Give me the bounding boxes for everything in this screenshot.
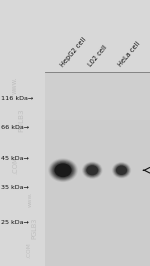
Text: L02 cell: L02 cell — [88, 44, 109, 68]
Text: .COM: .COM — [12, 156, 18, 174]
Bar — [45, 72, 150, 266]
Text: HepG2 cell: HepG2 cell — [59, 36, 87, 68]
Text: www.: www. — [12, 76, 18, 94]
Ellipse shape — [52, 162, 74, 179]
Text: 25 kDa→: 25 kDa→ — [1, 220, 29, 225]
Ellipse shape — [53, 163, 73, 178]
Ellipse shape — [83, 163, 101, 178]
Ellipse shape — [49, 159, 77, 181]
Text: PGLB3: PGLB3 — [18, 108, 24, 131]
Ellipse shape — [85, 165, 99, 176]
Ellipse shape — [48, 158, 78, 182]
Text: 45 kDa→: 45 kDa→ — [1, 156, 29, 161]
Text: www.: www. — [27, 192, 33, 207]
Ellipse shape — [86, 165, 98, 175]
Ellipse shape — [85, 164, 100, 177]
Ellipse shape — [113, 163, 130, 177]
Text: 116 kDa→: 116 kDa→ — [1, 96, 33, 101]
Ellipse shape — [112, 162, 131, 178]
Ellipse shape — [115, 164, 129, 176]
Text: PGLB3: PGLB3 — [32, 218, 38, 239]
Ellipse shape — [116, 165, 127, 175]
Ellipse shape — [51, 161, 75, 180]
Ellipse shape — [114, 164, 129, 177]
Text: HeLa cell: HeLa cell — [117, 41, 141, 68]
Text: .COM: .COM — [26, 242, 31, 258]
Ellipse shape — [54, 163, 72, 177]
Ellipse shape — [82, 161, 103, 179]
Ellipse shape — [84, 163, 100, 177]
Text: 35 kDa→: 35 kDa→ — [1, 185, 29, 190]
Bar — [45, 72, 150, 120]
Text: 66 kDa→: 66 kDa→ — [1, 125, 29, 130]
Ellipse shape — [115, 165, 128, 176]
Ellipse shape — [50, 160, 76, 180]
Ellipse shape — [83, 162, 102, 178]
Ellipse shape — [112, 163, 130, 178]
